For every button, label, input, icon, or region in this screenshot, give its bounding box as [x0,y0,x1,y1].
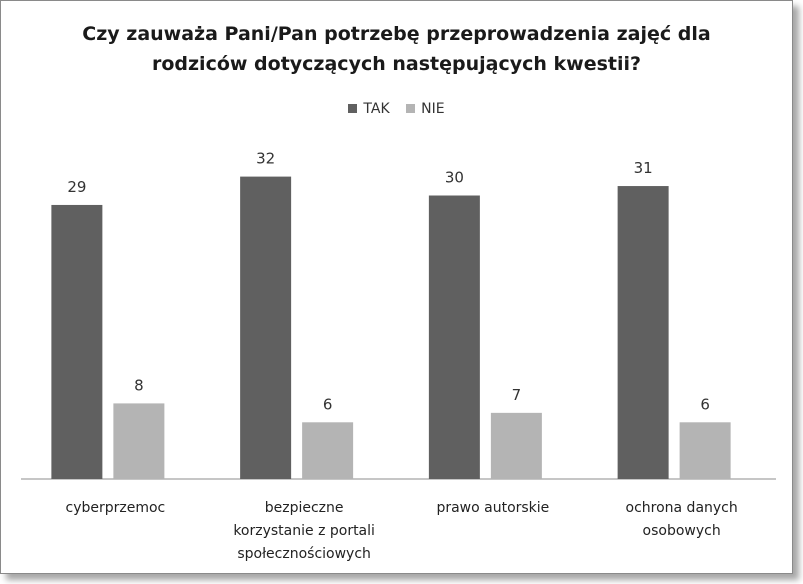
plot-area: 29 8 32 6 30 7 31 6 [21,150,776,480]
chart-frame: Czy zauważa Pani/Pan potrzebę przeprowad… [0,0,793,574]
legend-label-tak: TAK [363,101,390,117]
bar-nie-2 [490,412,542,479]
category-label-0: cyberprzemoc [25,497,205,520]
bar-nie-0 [113,403,165,479]
category-label-1-line-2: społecznościowych [237,546,371,562]
chart-title: Czy zauważa Pani/Pan potrzebę przeprowad… [1,19,792,79]
category-label-1-line-0: bezpieczne [264,500,344,516]
chart-title-line-2: rodziców dotyczących następujących kwest… [151,53,642,75]
data-label-tak-0: 29 [67,178,86,196]
legend-label-nie: NIE [421,101,445,117]
category-label-3-line-0: ochrona danych [625,500,738,516]
bar-tak-0 [51,204,103,479]
category-label-3-line-1: osobowych [642,523,721,539]
legend-swatch-nie [406,104,416,113]
data-label-nie-1: 6 [323,395,333,413]
legend-entry-nie: NIE [406,101,445,117]
bar-tak-3 [617,186,669,480]
bar-tak-2 [428,195,480,479]
legend-swatch-tak [348,104,358,113]
legend: TAK NIE [1,101,792,117]
category-label-3: ochrona danych osobowych [592,497,772,543]
chart-title-line-1: Czy zauważa Pani/Pan potrzebę przeprowad… [82,23,711,45]
category-label-1-line-1: korzystanie z portali [233,523,375,539]
legend-entry-tak: TAK [348,101,390,117]
category-label-2-line-0: prawo autorskie [436,500,550,516]
category-label-0-line-0: cyberprzemoc [65,500,166,516]
data-label-nie-0: 8 [134,376,144,394]
data-label-tak-1: 32 [256,150,275,168]
bar-nie-1 [302,422,354,479]
data-label-tak-3: 31 [634,159,653,177]
data-label-tak-2: 30 [445,169,464,187]
category-label-2: prawo autorskie [403,497,583,520]
bar-tak-1 [240,176,292,479]
bar-nie-3 [679,422,731,479]
category-label-1: bezpieczne korzystanie z portali społeczno… [214,497,394,566]
data-label-nie-3: 6 [700,395,710,413]
data-label-nie-2: 7 [512,386,522,404]
